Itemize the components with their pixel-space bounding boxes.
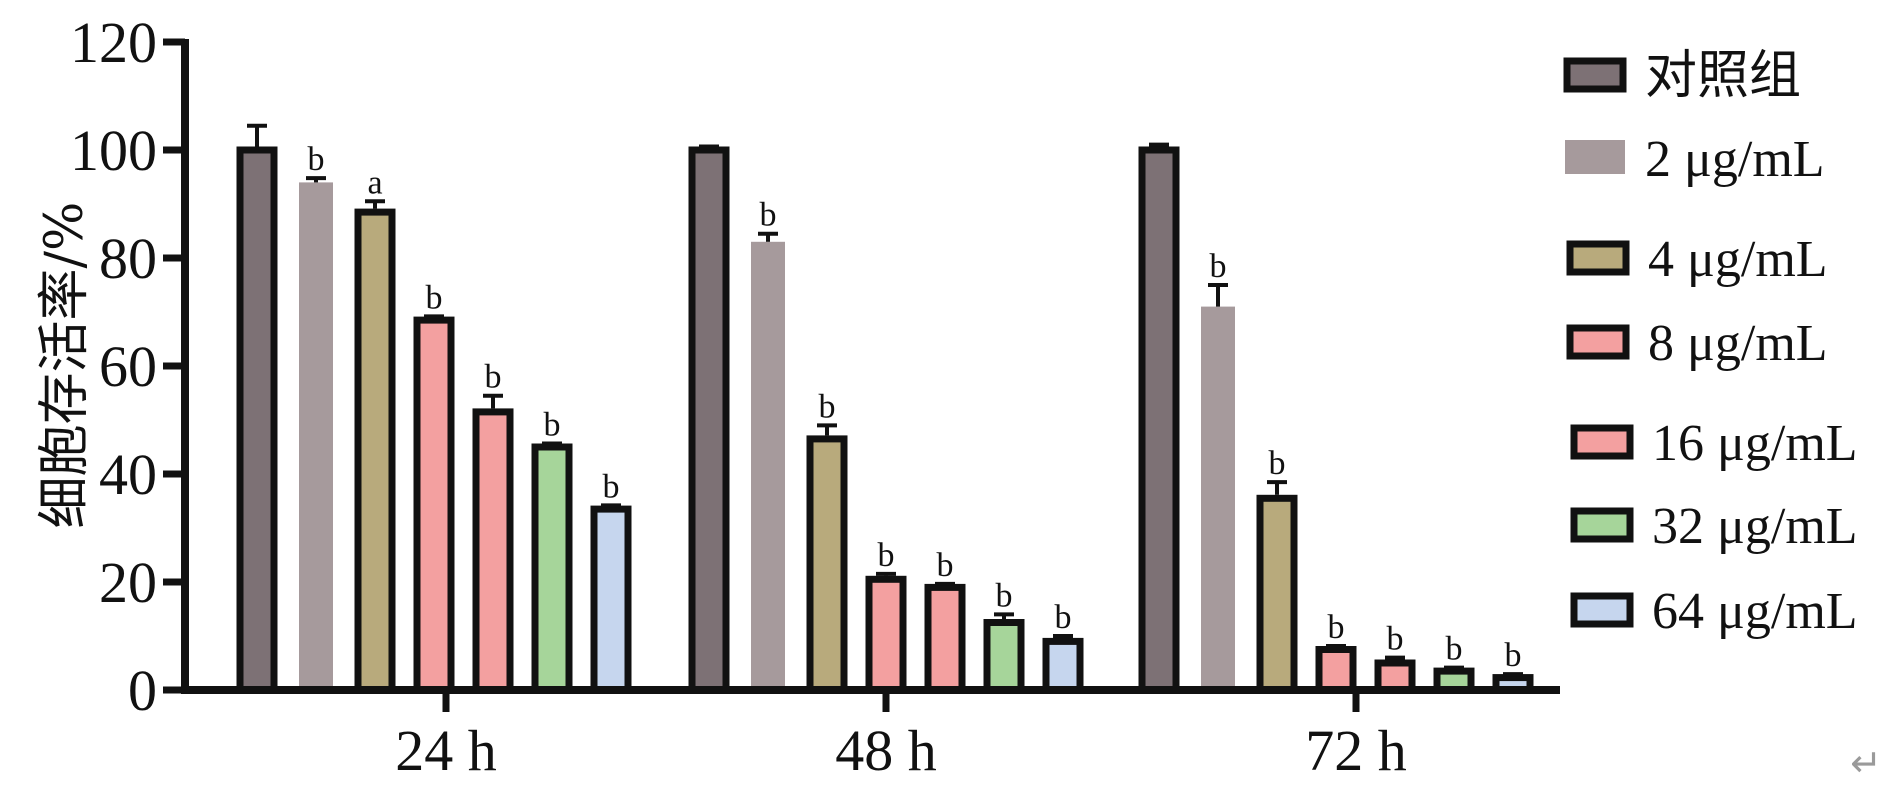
significance-label: b: [603, 468, 620, 505]
significance-label: b: [1328, 609, 1345, 646]
significance-label: b: [1387, 621, 1404, 658]
y-axis-title: 细胞存活率/%: [35, 202, 95, 529]
significance-label: b: [308, 141, 325, 178]
y-tick-label: 120: [70, 10, 157, 75]
y-axis-ticks: 0 20 40 60 80 100 120: [70, 10, 185, 723]
significance-label: b: [878, 537, 895, 574]
bars-layer: b b b a b b b b b b b b b b b b b b: [236, 123, 1534, 694]
significance-label: b: [1446, 631, 1463, 668]
significance-label: b: [1210, 248, 1227, 285]
bar: [299, 182, 333, 690]
y-axis-title-group: 细胞存活率/%: [35, 202, 95, 529]
return-mark: ↵: [1850, 741, 1882, 785]
significance-label: a: [367, 164, 382, 201]
x-tick-label: 48 h: [835, 718, 937, 783]
legend-label: 8 μg/mL: [1648, 315, 1828, 372]
legend: 对照组 2 μg/mL 4 μg/mL 8 μg/mL 16 μg/mL 32 μg/mL…: [1563, 48, 1858, 640]
bar: [1256, 494, 1298, 694]
bar: [1201, 306, 1235, 690]
legend-swatch: [1563, 57, 1627, 93]
bar: [236, 146, 278, 694]
significance-label: b: [760, 197, 777, 234]
y-tick-label: 20: [99, 550, 157, 615]
bar: [354, 208, 396, 694]
legend-label: 16 μg/mL: [1652, 415, 1858, 472]
legend-swatch: [1570, 592, 1634, 628]
significance-label: b: [485, 359, 502, 396]
y-tick-label: 80: [99, 226, 157, 291]
bar: [1315, 646, 1357, 694]
bar: [865, 575, 907, 694]
significance-label: b: [819, 388, 836, 425]
bar: [1042, 637, 1084, 694]
legend-swatch: [1570, 424, 1634, 460]
legend-swatch: [1570, 507, 1634, 543]
significance-label: b: [1269, 445, 1286, 482]
legend-label: 64 μg/mL: [1652, 583, 1858, 640]
bar: [806, 435, 848, 694]
bar: [531, 443, 573, 694]
x-tick-label: 24 h: [395, 718, 497, 783]
significance-label: b: [1505, 637, 1522, 674]
significance-label: b: [544, 407, 561, 444]
bar: [1374, 659, 1416, 694]
legend-swatch: [1566, 324, 1630, 360]
y-tick-label: 60: [99, 334, 157, 399]
significance-label: b: [937, 547, 954, 584]
significance-label: b: [1055, 599, 1072, 636]
legend-label: 2 μg/mL: [1645, 131, 1825, 188]
axes-layer: [181, 39, 1560, 694]
y-tick-label: 100: [70, 118, 157, 183]
legend-swatch: [1566, 240, 1630, 276]
legend-label: 对照组: [1645, 48, 1801, 105]
significance-label: b: [996, 577, 1013, 614]
bar: [472, 408, 514, 694]
bar: [1138, 146, 1180, 694]
y-tick-label: 0: [128, 658, 157, 723]
bar: [413, 316, 455, 694]
x-tick-label: 72 h: [1305, 718, 1407, 783]
bar: [924, 583, 966, 694]
legend-label: 4 μg/mL: [1648, 231, 1828, 288]
category-labels: 24 h 48 h 72 h: [395, 690, 1407, 783]
y-tick-label: 40: [99, 442, 157, 507]
significance-label: b: [426, 279, 443, 316]
bar: [983, 619, 1025, 694]
legend-label: 32 μg/mL: [1652, 498, 1858, 555]
legend-swatch: [1565, 140, 1625, 174]
bar: [688, 146, 730, 694]
bar: [590, 505, 632, 694]
bar: [751, 241, 785, 691]
